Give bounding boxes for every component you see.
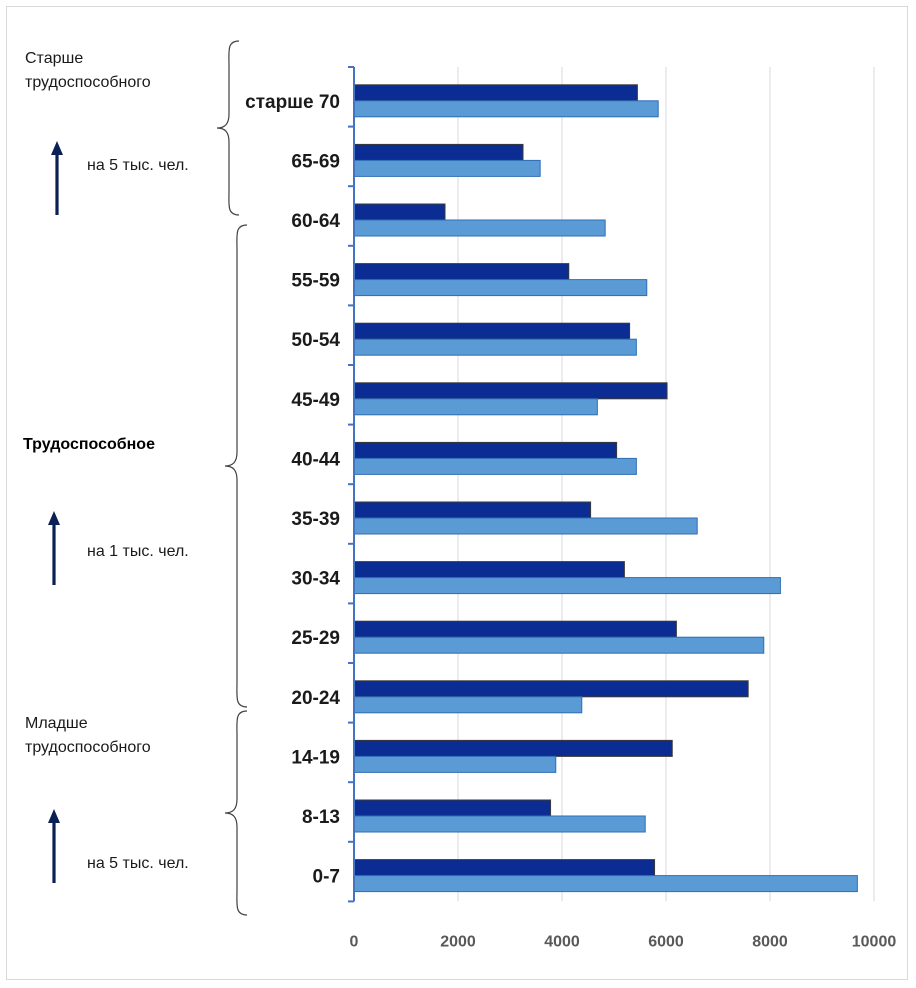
- bar-light: [353, 338, 637, 356]
- bar-dark: [353, 322, 631, 340]
- bar-light: [353, 219, 606, 237]
- bar-dark: [353, 203, 446, 221]
- category-label: 0-7: [313, 867, 340, 888]
- category-label: старше 70: [245, 92, 340, 113]
- bar-light: [353, 636, 765, 654]
- group-label-working: Трудоспособное: [23, 436, 155, 453]
- bar-light: [353, 457, 637, 475]
- category-label: 50-54: [291, 330, 340, 351]
- category-label: 30-34: [291, 569, 340, 590]
- bar-light: [353, 398, 598, 416]
- bar-light: [353, 100, 659, 118]
- x-tick-label: 4000: [544, 933, 580, 950]
- x-tick-label: 8000: [752, 933, 788, 950]
- category-label: 55-59: [291, 271, 340, 292]
- bar-light: [353, 279, 648, 297]
- group-note-older: на 5 тыс. чел.: [87, 157, 189, 174]
- bar-light: [353, 517, 698, 535]
- up-arrow-icon: [48, 511, 60, 585]
- bar-dark: [353, 143, 524, 161]
- bar-light: [353, 577, 781, 595]
- population-bar-chart: старше 70 65-69 60-64 55-59 50-54 45-49 40-44 3…: [216, 40, 897, 950]
- brace-working: [224, 224, 248, 708]
- bar-dark: [353, 263, 570, 281]
- x-tick-label: 10000: [852, 933, 897, 950]
- up-arrow-icon: [48, 809, 60, 883]
- bar-dark: [353, 84, 638, 102]
- brace-older: [216, 40, 240, 216]
- category-label: 40-44: [291, 449, 340, 470]
- up-arrow-icon: [51, 141, 63, 215]
- bar-dark: [353, 799, 552, 817]
- category-label: 65-69: [291, 151, 340, 172]
- brace-younger: [224, 710, 248, 916]
- bar-light: [353, 696, 583, 714]
- group-note-working: на 1 тыс. чел.: [87, 543, 189, 560]
- category-label: 60-64: [291, 211, 340, 232]
- bar-dark: [353, 739, 673, 757]
- bar-light: [353, 755, 557, 773]
- x-tick-label: 0: [350, 933, 359, 950]
- bar-dark: [353, 859, 656, 877]
- category-label: 8-13: [302, 807, 340, 828]
- bar-dark: [353, 680, 749, 698]
- x-tick-label: 2000: [440, 933, 476, 950]
- bar-light: [353, 159, 541, 177]
- bar-dark: [353, 382, 668, 400]
- chart-frame: старше 70 65-69 60-64 55-59 50-54 45-49 40-44 3…: [6, 6, 908, 980]
- category-label: 35-39: [291, 509, 340, 530]
- bar-light: [353, 875, 858, 893]
- bar-dark: [353, 561, 625, 579]
- bar-light: [353, 815, 646, 833]
- group-note-younger: на 5 тыс. чел.: [87, 855, 189, 872]
- bar-dark: [353, 501, 592, 519]
- category-label: 14-19: [291, 747, 340, 768]
- category-label: 45-49: [291, 390, 340, 411]
- category-label: 20-24: [291, 688, 340, 709]
- bar-dark: [353, 441, 618, 459]
- group-label-younger: Младше трудоспособного: [25, 715, 151, 756]
- category-label: 25-29: [291, 628, 340, 649]
- group-label-older: Старше трудоспособного: [25, 50, 151, 91]
- x-tick-label: 6000: [648, 933, 684, 950]
- bar-dark: [353, 620, 677, 638]
